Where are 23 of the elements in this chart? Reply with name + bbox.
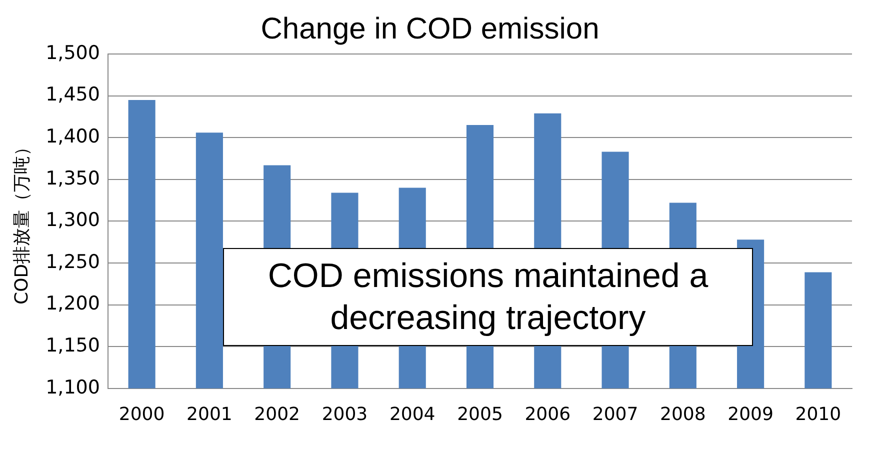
x-tick-label: 2001 — [186, 404, 232, 425]
y-tick-label: 1,300 — [46, 209, 100, 232]
annotation: COD emissions maintained a decreasing trajectory — [223, 248, 753, 346]
x-tick-label: 2007 — [592, 404, 638, 425]
x-tick-label: 2006 — [524, 404, 571, 425]
x-tick-label: 2000 — [118, 404, 165, 425]
y-tick-label: 1,500 — [46, 42, 100, 64]
y-tick-label: 1,100 — [46, 376, 100, 398]
y-tick-label: 1,250 — [46, 250, 100, 273]
y-tick-label: 1,350 — [46, 167, 100, 190]
x-tick-label: 2005 — [457, 404, 503, 425]
x-tick-label: 2009 — [728, 404, 774, 425]
x-tick-label: 2008 — [660, 404, 706, 425]
y-axis-title: COD排放量（万吨） — [11, 138, 32, 305]
x-tick-label: 2002 — [254, 404, 300, 425]
y-tick-label: 1,450 — [46, 84, 100, 106]
y-tick-label: 1,400 — [46, 126, 100, 148]
x-tick-label: 2004 — [389, 404, 436, 425]
chart-title: Change in COD emission — [260, 12, 600, 46]
x-tick-label: 2010 — [795, 404, 842, 425]
x-tick-label: 2003 — [322, 404, 368, 425]
y-tick-label: 1,200 — [46, 292, 100, 315]
y-tick-label: 1,150 — [46, 334, 100, 357]
